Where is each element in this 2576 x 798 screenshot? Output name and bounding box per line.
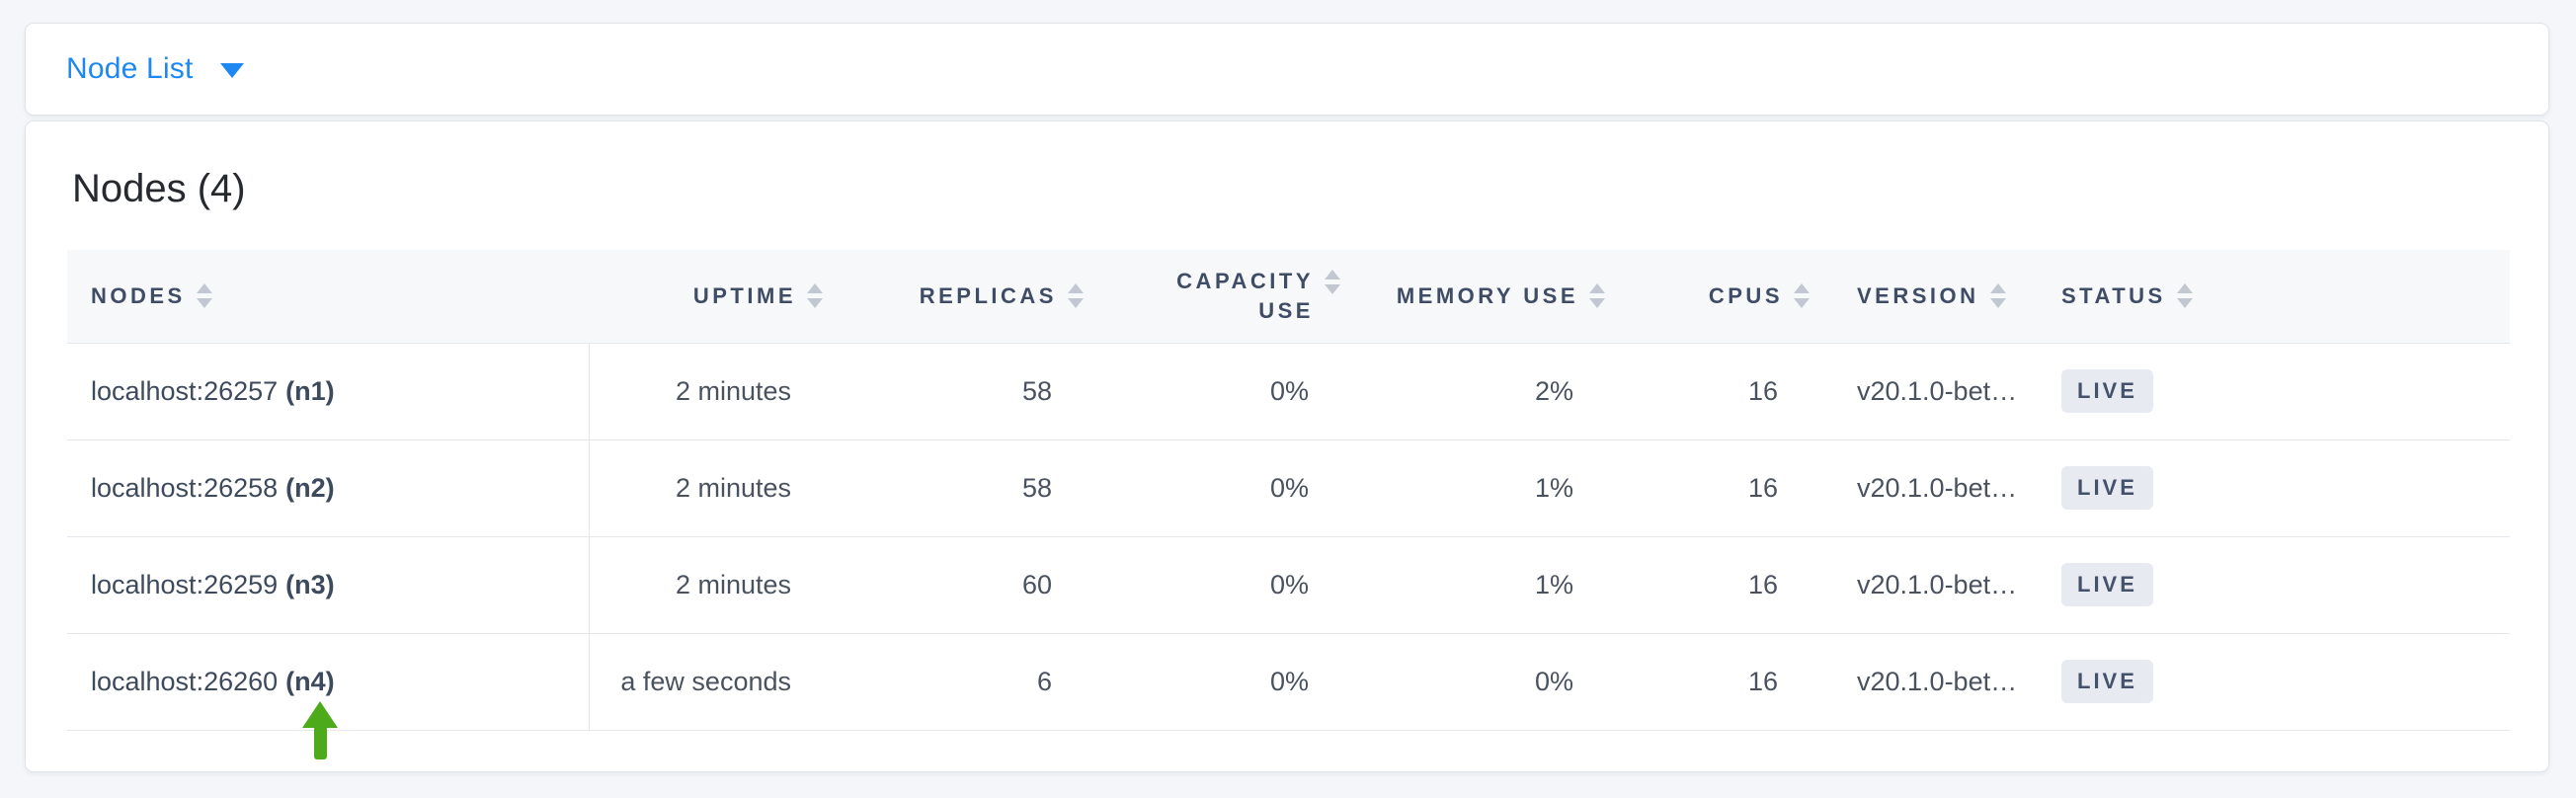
cpus-value: 16	[1629, 633, 1833, 731]
capacity-use-value: 0%	[1107, 536, 1364, 634]
replicas-value: 6	[846, 633, 1107, 731]
sort-arrows-icon	[1068, 283, 1084, 309]
status-cell: LIVE	[2038, 633, 2510, 731]
view-selector-dropdown[interactable]: Node List	[66, 52, 244, 86]
col-header-version[interactable]: VERSION	[1833, 250, 2038, 344]
col-header-cpus[interactable]: CPUS	[1629, 250, 1833, 344]
status-badge: LIVE	[2061, 563, 2153, 606]
uptime-value: 2 minutes	[588, 536, 846, 634]
node-id: (n1)	[285, 375, 335, 406]
node-address: localhost:26260	[91, 666, 279, 696]
col-header-label: MEMORY USE	[1396, 282, 1578, 308]
sort-arrows-icon	[1589, 283, 1605, 309]
status-cell: LIVE	[2038, 536, 2510, 634]
status-cell: LIVE	[2038, 439, 2510, 537]
caret-down-icon	[219, 63, 244, 78]
status-badge: LIVE	[2061, 466, 2153, 510]
status-cell: LIVE	[2038, 343, 2510, 440]
node-id: (n2)	[285, 472, 335, 503]
table-row-n4: localhost:26260 (n4) a few seconds 6 0% 0…	[67, 633, 2510, 731]
annotation-arrow-up	[302, 701, 338, 759]
sort-arrows-icon	[1325, 269, 1340, 294]
sort-arrows-icon	[1794, 283, 1810, 309]
col-header-label: STATUS	[2061, 282, 2166, 308]
node-link[interactable]: localhost:26257 (n1)	[67, 343, 589, 440]
col-header-label: REPLICAS	[919, 282, 1057, 308]
col-header-nodes[interactable]: NODES	[67, 250, 589, 344]
table-header-row: NODES UPTIME REPLICAS	[67, 250, 2510, 344]
version-value: v20.1.0-bet…	[1833, 343, 2038, 440]
nodes-table: NODES UPTIME REPLICAS	[67, 250, 2510, 731]
sort-arrows-icon	[807, 283, 823, 309]
version-value: v20.1.0-bet…	[1833, 439, 2038, 537]
version-value: v20.1.0-bet…	[1833, 633, 2038, 731]
col-header-label: UPTIME	[692, 282, 796, 308]
node-link[interactable]: localhost:26259 (n3)	[67, 536, 589, 634]
cpus-value: 16	[1629, 536, 1833, 634]
col-header-label: CAPACITY USE	[1176, 268, 1314, 323]
capacity-use-value: 0%	[1107, 343, 1364, 440]
nodes-card: Nodes (4) NODES UPTIME	[25, 120, 2549, 772]
table-row-n3: localhost:26259 (n3) 2 minutes 60 0% 1% 1…	[67, 536, 2510, 634]
node-address: localhost:26258	[91, 472, 279, 503]
sort-arrows-icon	[2176, 283, 2193, 309]
replicas-value: 58	[846, 343, 1107, 440]
node-address: localhost:26257	[91, 375, 279, 406]
capacity-use-value: 0%	[1107, 439, 1364, 537]
sort-arrows-icon	[196, 283, 212, 309]
status-badge: LIVE	[2061, 369, 2153, 413]
col-header-replicas[interactable]: REPLICAS	[846, 250, 1107, 344]
table-row-n1: localhost:26257 (n1) 2 minutes 58 0% 2% 1…	[67, 343, 2510, 440]
memory-use-value: 2%	[1364, 343, 1629, 440]
memory-use-value: 1%	[1364, 439, 1629, 537]
node-id: (n4)	[285, 666, 335, 696]
table-row-n2: localhost:26258 (n2) 2 minutes 58 0% 1% 1…	[67, 439, 2510, 537]
col-header-label: NODES	[91, 282, 186, 308]
cpus-value: 16	[1629, 343, 1833, 440]
view-selector-bar: Node List	[25, 23, 2549, 116]
replicas-value: 58	[846, 439, 1107, 537]
sort-arrows-icon	[1989, 283, 2006, 309]
version-value: v20.1.0-bet…	[1833, 536, 2038, 634]
col-header-capacity-use[interactable]: CAPACITY USE	[1107, 250, 1364, 344]
status-badge: LIVE	[2061, 660, 2153, 703]
col-header-uptime[interactable]: UPTIME	[589, 250, 846, 344]
node-id: (n3)	[285, 569, 335, 599]
capacity-use-value: 0%	[1107, 633, 1364, 731]
arrow-head	[302, 701, 338, 728]
uptime-value: a few seconds	[588, 633, 846, 731]
cpus-value: 16	[1629, 439, 1833, 537]
arrow-tail	[313, 727, 327, 759]
uptime-value: 2 minutes	[588, 343, 846, 440]
page-title: Nodes (4)	[72, 167, 246, 210]
view-selector-label: Node List	[66, 52, 194, 85]
col-header-label: VERSION	[1857, 282, 1979, 308]
col-header-label: CPUS	[1708, 282, 1783, 308]
node-link[interactable]: localhost:26258 (n2)	[67, 439, 589, 537]
col-header-status[interactable]: STATUS	[2038, 250, 2510, 344]
col-header-memory-use[interactable]: MEMORY USE	[1364, 250, 1629, 344]
node-address: localhost:26259	[91, 569, 279, 599]
memory-use-value: 0%	[1364, 633, 1629, 731]
replicas-value: 60	[846, 536, 1107, 634]
memory-use-value: 1%	[1364, 536, 1629, 634]
uptime-value: 2 minutes	[588, 439, 846, 537]
